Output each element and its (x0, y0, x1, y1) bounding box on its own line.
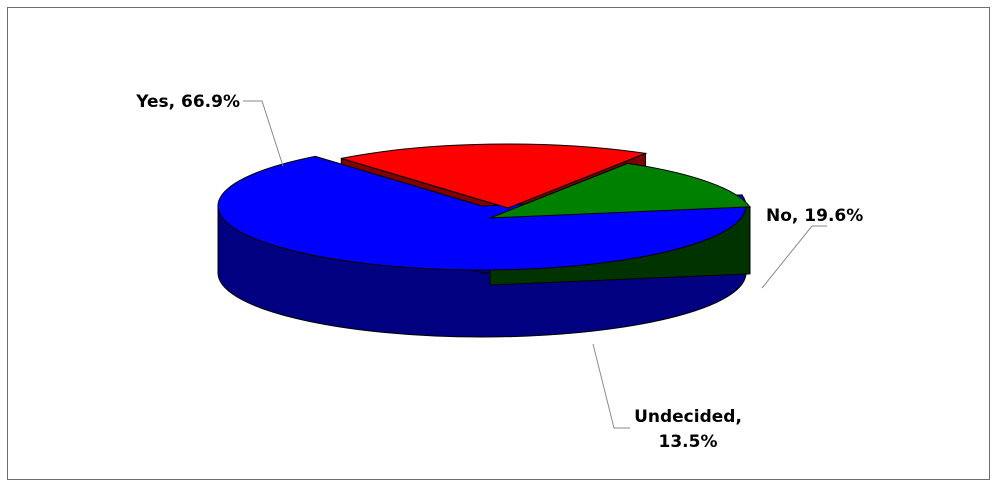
leader-line-no (761, 225, 827, 289)
leader-line-yes (243, 100, 284, 167)
slice-tops (217, 143, 751, 271)
leader-line-undecided (592, 343, 630, 429)
slice-label-no: No, 19.6% (766, 206, 863, 226)
slice-undecided (489, 162, 751, 219)
slice-label-yes: Yes, 66.9% (135, 92, 240, 112)
slice-no (341, 143, 648, 209)
slice-label-undecided-value: 13.5% (659, 432, 718, 452)
slice-label-undecided: Undecided, (634, 407, 742, 427)
slice-yes (217, 155, 747, 271)
